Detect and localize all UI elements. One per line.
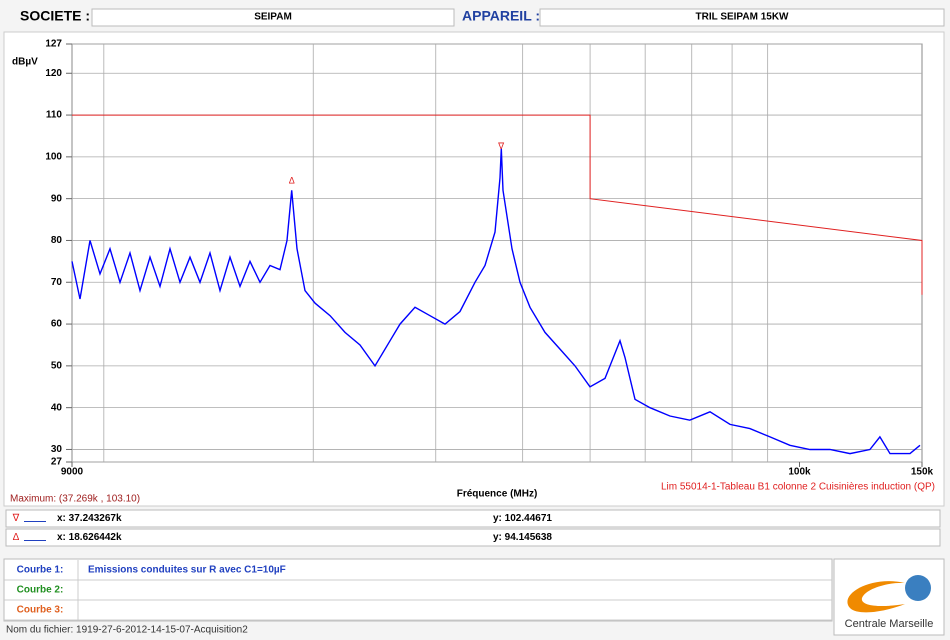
cursor-marker: Δ bbox=[289, 176, 295, 186]
x-tick-label: 150k bbox=[911, 467, 934, 478]
cursor-symbol: ∇ bbox=[12, 513, 20, 524]
curve-description: Emissions conduites sur R avec C1=10µF bbox=[88, 565, 286, 576]
company: SEIPAM bbox=[254, 12, 292, 23]
y-tick-label: 40 bbox=[51, 402, 63, 413]
y-tick-label: 110 bbox=[46, 110, 63, 121]
cursor-y: y: 102.44671 bbox=[493, 513, 552, 524]
maximum-label: Maximum: (37.269k , 103.10) bbox=[10, 494, 140, 505]
limit-label: Lim 55014-1-Tableau B1 colonne 2 Cuisini… bbox=[661, 482, 935, 493]
company-field bbox=[91, 8, 455, 27]
cursor-row bbox=[5, 528, 941, 547]
cursor-x: x: 37.243267k bbox=[57, 513, 122, 524]
curves-list: Courbe 1: Courbe 2: Courbe 3: bbox=[4, 560, 832, 621]
plot: 27 30 40 50 60 70 80 90 100 110 120 127 9000 100k 150k… bbox=[45, 39, 933, 478]
device-label: APPAREIL : bbox=[462, 8, 540, 24]
series-line bbox=[72, 114, 923, 295]
x-axis-label: Fréquence (MHz) bbox=[457, 489, 538, 500]
series-line bbox=[71, 148, 921, 455]
curve-label: Courbe 1: bbox=[17, 565, 64, 576]
x-tick-label: 9000 bbox=[61, 467, 84, 478]
logo-shape bbox=[847, 581, 905, 613]
logo-text: Centrale Marseille bbox=[845, 618, 934, 630]
x-tick-label: 100k bbox=[788, 467, 811, 478]
y-tick-label: 120 bbox=[45, 68, 62, 79]
y-unit: dBµV bbox=[12, 57, 38, 68]
y-tick-label: 60 bbox=[51, 319, 63, 330]
filename: Nom du fichier: 1919-27-6-2012-14-15-07-… bbox=[6, 625, 248, 636]
curve-label: Courbe 2: bbox=[17, 585, 64, 596]
y-tick-label: 80 bbox=[51, 235, 63, 246]
cursor-y: y: 94.145638 bbox=[493, 532, 552, 543]
y-tick-label: 127 bbox=[45, 39, 62, 50]
y-tick-label: 100 bbox=[45, 152, 62, 163]
cursor-readouts: ∇ x: 37.243267k y: 102.44671 Δ x: 18.626442k… bbox=[12, 513, 553, 543]
company-label: SOCIETE : bbox=[20, 8, 90, 24]
y-tick-label: 27 bbox=[51, 457, 63, 468]
y-tick-label: 30 bbox=[51, 444, 63, 455]
plot-area bbox=[71, 43, 923, 463]
y-tick-label: 90 bbox=[51, 193, 63, 204]
cursor-marker: ∇ bbox=[497, 141, 505, 151]
curves-panel bbox=[3, 558, 833, 622]
cursor-x: x: 18.626442k bbox=[57, 532, 122, 543]
cursor-row bbox=[5, 509, 941, 528]
device: TRIL SEIPAM 15KW bbox=[696, 12, 790, 23]
logo-globe bbox=[905, 575, 931, 601]
y-tick-label: 50 bbox=[51, 361, 63, 372]
device-field bbox=[539, 8, 945, 27]
y-tick-label: 70 bbox=[51, 277, 63, 288]
cursor-symbol: Δ bbox=[13, 532, 20, 543]
curve-label: Courbe 3: bbox=[17, 605, 64, 616]
